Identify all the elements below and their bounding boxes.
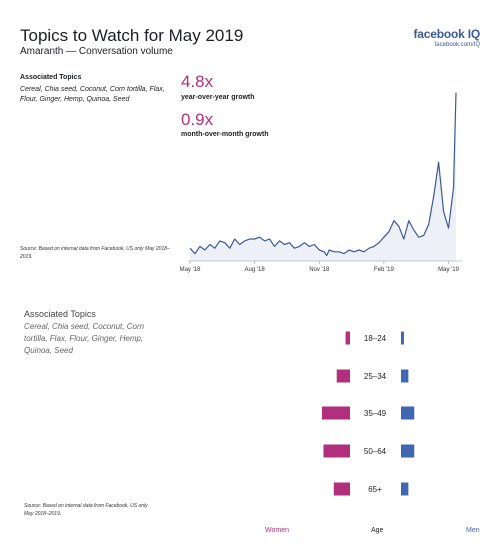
men-bar [401, 331, 404, 345]
x-tick-label: Nov '18 [309, 267, 330, 273]
age-label: 35–49 [364, 409, 387, 418]
women-bar [336, 369, 350, 383]
age-label: 18–24 [364, 334, 387, 343]
brand-logo: facebook IQ [413, 27, 481, 41]
source-note-top: Source: Based on internal data from Face… [20, 246, 170, 260]
x-tick-label: May '19 [438, 267, 459, 273]
brand-block: facebook IQ facebook.com/IQ [413, 27, 481, 48]
women-bar [345, 331, 350, 345]
age-label: 50–64 [364, 447, 387, 456]
men-bar [401, 482, 409, 496]
topics-heading-secondary: Associated Topics [24, 309, 96, 319]
conversation-volume-chart: May '18 Aug '18 Nov '18 Feb '19 May '19 [180, 92, 462, 273]
topics-list: Cereal, Chia seed, Coconut, Corn tortill… [20, 86, 165, 103]
topics-list-secondary: Cereal, Chia seed, Coconut, Corn tortill… [24, 322, 145, 355]
x-tick-label: May '18 [180, 267, 201, 273]
yoy-value: 4.8x [181, 72, 214, 91]
women-bar [333, 482, 350, 496]
volume-area [190, 92, 456, 261]
x-tick-label: Aug '18 [245, 267, 266, 273]
men-bar [401, 406, 415, 420]
mom-label: month-over-month growth [181, 131, 269, 138]
age-label: 65+ [368, 485, 382, 494]
brand-url: facebook.com/IQ [434, 42, 480, 48]
yoy-label: year-over-year growth [181, 94, 255, 101]
age-label: 25–34 [364, 372, 387, 381]
legend-age: Age [371, 527, 384, 534]
topics-heading: Associated Topics [20, 74, 82, 81]
source-note-bottom: Source: Based on internal data from Face… [24, 503, 148, 517]
men-bar [401, 369, 409, 383]
x-tick-label: Feb '19 [374, 267, 394, 273]
women-bar [322, 406, 350, 420]
legend-men: Men [466, 527, 480, 534]
page-title: Topics to Watch for May 2019 [20, 26, 244, 45]
women-bar [323, 444, 350, 458]
mom-value: 0.9x [181, 110, 214, 129]
volume-line [189, 92, 457, 257]
legend-women: Women [265, 527, 289, 534]
men-bar [401, 444, 415, 458]
page-subtitle: Amaranth — Conversation volume [20, 46, 173, 57]
